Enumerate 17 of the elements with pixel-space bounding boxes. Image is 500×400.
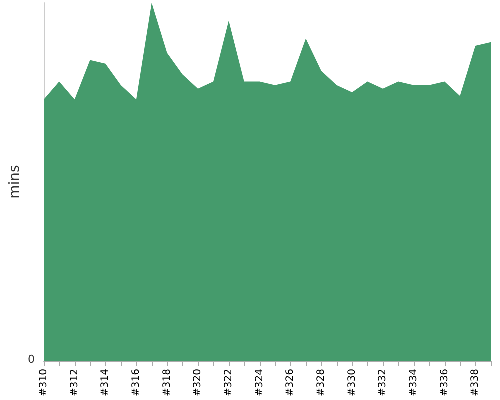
x-tick-label: #334 bbox=[408, 369, 420, 396]
y-axis-title: mins bbox=[7, 165, 23, 199]
x-tick-label: #322 bbox=[223, 369, 234, 396]
x-tick-label: #320 bbox=[192, 369, 204, 396]
x-tick-label: #328 bbox=[316, 369, 327, 396]
x-tick-label: #314 bbox=[100, 369, 112, 396]
x-tick-label: #318 bbox=[162, 369, 173, 396]
x-tick-label: #332 bbox=[378, 369, 389, 396]
x-tick-label: #326 bbox=[285, 369, 296, 396]
x-tick-label: #310 bbox=[38, 369, 50, 396]
text: 0 bbox=[28, 353, 35, 366]
x-tick-label: #338 bbox=[470, 369, 482, 396]
x-tick-label: #324 bbox=[254, 369, 266, 396]
x-tick-label: #330 bbox=[346, 369, 358, 396]
x-tick-label: #336 bbox=[439, 369, 450, 396]
x-tick-label: #316 bbox=[130, 369, 142, 396]
x-tick-label: #312 bbox=[69, 369, 80, 396]
